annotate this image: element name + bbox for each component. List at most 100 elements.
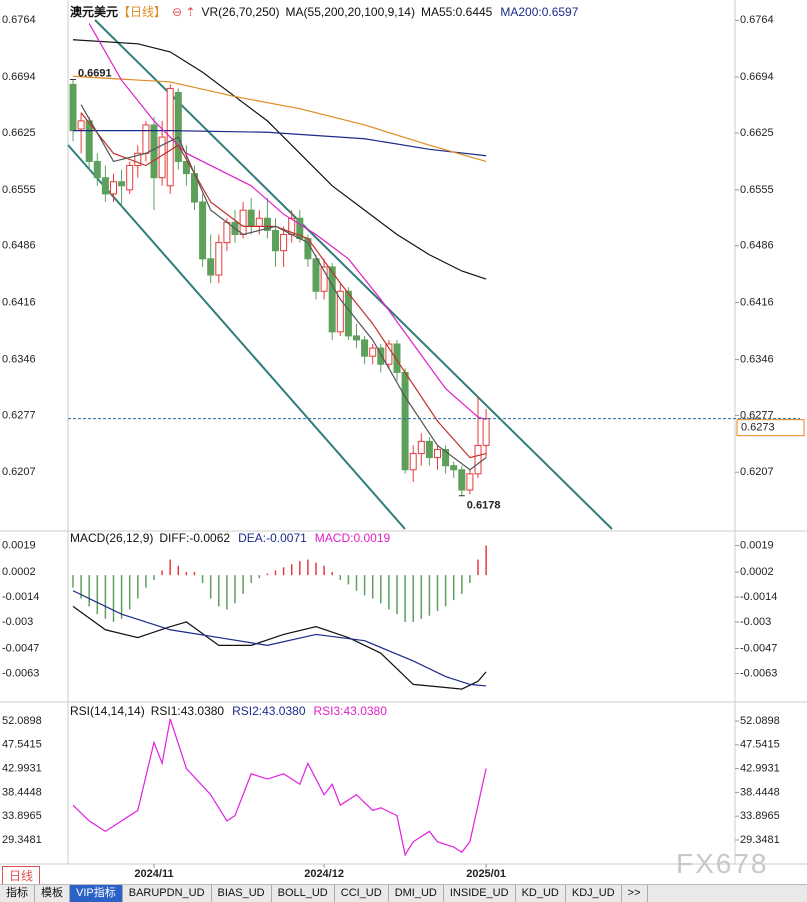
y-tick-label: -0.0063 (740, 667, 777, 679)
candle-body (134, 152, 142, 167)
indicator-line (73, 130, 487, 157)
y-tick-label: 33.8965 (740, 810, 780, 822)
tab[interactable]: KD_UD (516, 885, 566, 902)
y-tick-label: 0.6625 (740, 127, 774, 139)
y-tick-label: -0.0014 (740, 591, 777, 603)
y-tick-label: 0.6694 (2, 71, 36, 83)
y-tick-label: 47.5415 (2, 739, 42, 751)
y-tick-label: 0.6625 (2, 127, 36, 139)
x-tick-label: 2024/11 (134, 868, 173, 880)
y-tick-label: 33.8965 (2, 810, 42, 822)
candle-body (450, 465, 458, 471)
candle-body (85, 120, 93, 162)
y-tick-label: 0.6694 (740, 71, 774, 83)
candle-body (158, 136, 166, 179)
candle-body (69, 83, 77, 132)
tab[interactable]: BOLL_UD (272, 885, 335, 902)
legend-value: MA200:0.6597 (500, 4, 579, 19)
y-tick-label: 0.6764 (2, 14, 36, 26)
candle-body (263, 217, 271, 231)
candle-body (482, 418, 490, 446)
y-tick-label: 29.3481 (2, 834, 42, 846)
y-tick-label: 29.3481 (740, 834, 780, 846)
y-tick-label: 42.9931 (2, 762, 42, 774)
candle-body (320, 266, 328, 292)
y-tick-label: 0.6207 (740, 466, 774, 478)
candle-body (174, 91, 182, 162)
tab-bar: 指标 模板 VIP指标 BARUPDN_UD BIAS_UD BOLL_UD CCI_UD D… (0, 884, 807, 902)
candle-body (215, 242, 223, 276)
candle-body (442, 448, 450, 467)
legend-value: RSI3:43.0380 (313, 704, 387, 718)
legend-value: MA55:0.6445 (420, 4, 493, 19)
legend-value: RSI2:43.0380 (232, 704, 306, 718)
candle-body (93, 160, 101, 179)
candle-body (142, 124, 150, 154)
y-tick-label: 0.6486 (740, 240, 774, 252)
y-tick-label: -0.0047 (2, 642, 39, 654)
candle-body (336, 290, 344, 333)
y-tick-label: 0.6416 (740, 297, 774, 309)
legend-values: DIFF:-0.0062 DEA:-0.0071 MACD:0.0019 (159, 531, 390, 545)
candle-body (417, 440, 425, 455)
y-tick-label: 0.6277 (2, 409, 36, 421)
period-button[interactable]: 日线 (2, 866, 41, 885)
candle-body (344, 290, 352, 337)
candle-body (369, 347, 377, 357)
indicator-line (72, 718, 487, 857)
tab[interactable]: 指标 (0, 885, 35, 902)
candle-body (77, 120, 85, 130)
y-tick-label: 0.6346 (2, 353, 36, 365)
y-tick-label: 0.0019 (740, 539, 774, 551)
y-tick-label: 0.6346 (740, 353, 774, 365)
indicator-line (80, 104, 487, 471)
candle-body (401, 371, 409, 471)
candle-body (393, 343, 401, 373)
trend-line (67, 144, 406, 530)
tab[interactable]: VIP指标 (70, 885, 123, 902)
y-tick-label: 38.4448 (740, 786, 780, 798)
legend-value: MACD:0.0019 (314, 531, 391, 545)
y-tick-label: -0.003 (2, 616, 33, 628)
x-tick-label: 2024/12 (304, 868, 344, 880)
indicator: VR(26,70,250) (201, 4, 280, 19)
y-tick-label: 0.6555 (2, 184, 36, 196)
tab[interactable]: KDJ_UD (566, 885, 622, 902)
tab[interactable]: 模板 (35, 885, 70, 902)
candle-body (377, 347, 385, 365)
rsi-title: RSI(14,14,14) (70, 704, 145, 718)
legend-value: DIFF:-0.0062 (159, 531, 231, 545)
candle-body (409, 453, 417, 471)
legend-values: RSI1:43.0380 RSI2:43.0380 RSI3:43.0380 (151, 704, 387, 718)
legend-value: RSI1:43.0380 (150, 704, 225, 718)
candle-body (328, 266, 336, 333)
candle-body (458, 469, 466, 491)
candle-body (239, 209, 247, 235)
candle-body (255, 217, 263, 227)
x-tick-label: 2025/01 (466, 868, 506, 880)
indicator-line (72, 605, 487, 690)
tab[interactable]: DMI_UD (389, 885, 444, 902)
tab[interactable]: >> (622, 885, 648, 902)
y-tick-label: -0.0047 (740, 642, 777, 654)
extreme-label: 0.6178 (467, 500, 501, 512)
tab[interactable]: BIAS_UD (212, 885, 272, 902)
tab[interactable]: INSIDE_UD (444, 885, 516, 902)
macd-title: MACD(26,12,9) (70, 531, 154, 545)
y-tick-label: 0.6207 (2, 466, 36, 478)
y-tick-label: -0.003 (740, 616, 771, 628)
y-tick-label: 0.6555 (740, 184, 774, 196)
candle-body (361, 339, 369, 357)
candle-body (474, 444, 482, 475)
tab[interactable]: BARUPDN_UD (123, 885, 212, 902)
period[interactable]: 【日线】 (118, 5, 167, 19)
legend-values: MA55:0.6445 MA200:0.6597 (421, 5, 578, 19)
icon[interactable]: ⊖ ⇡ (172, 4, 196, 19)
candle-body (118, 181, 126, 187)
y-tick-label: 52.0898 (2, 715, 42, 727)
candle-body (466, 473, 474, 491)
tab[interactable]: CCI_UD (335, 885, 389, 902)
legend: MA(55,200,20,100,9,14) (285, 4, 415, 19)
candle-body (199, 201, 207, 260)
